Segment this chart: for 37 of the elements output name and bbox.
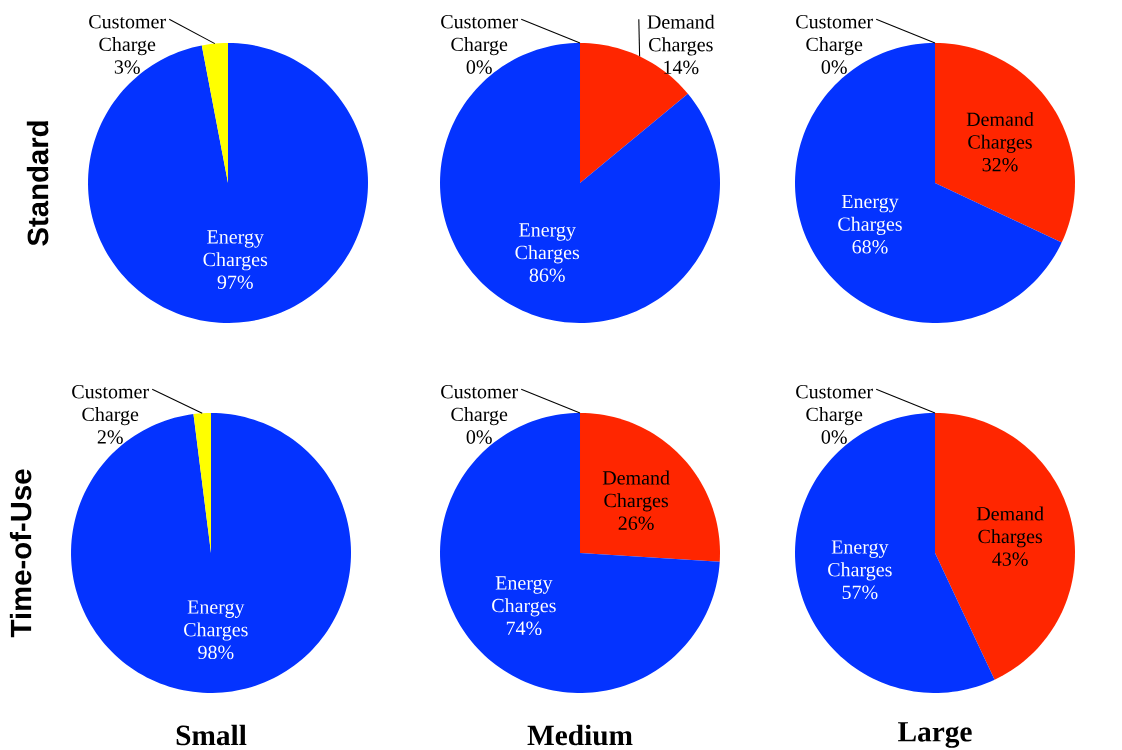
data-label: 43% <box>992 552 1028 566</box>
data-label: 14% <box>664 60 699 75</box>
data-label: 74% <box>506 621 542 636</box>
data-label: 32% <box>982 157 1018 172</box>
data-label: 57% <box>842 585 878 600</box>
data-label: 97% <box>217 275 253 289</box>
text: Standard <box>26 121 49 246</box>
slice-label: Demand Charges <box>647 14 715 56</box>
slice-label: Energy Charges <box>515 223 580 264</box>
legend-label: Customer Charge <box>441 384 518 426</box>
slice-label: Energy Charges <box>838 194 902 235</box>
text: Medium <box>527 724 633 746</box>
text: 0% <box>466 60 492 74</box>
slice-label: Demand Charges <box>976 506 1044 548</box>
slice-label: Customer Charge <box>89 14 166 56</box>
text: Time-of-Use <box>9 469 32 638</box>
data-label: 3% <box>114 60 140 74</box>
data-label: 2% <box>97 430 123 444</box>
slice-label: Customer Charge <box>72 384 149 426</box>
text: 0% <box>821 60 847 74</box>
text: 0% <box>821 430 847 444</box>
data-label: 98% <box>198 645 234 660</box>
slice-label: Energy Charges <box>203 230 268 271</box>
text: Small <box>176 724 247 746</box>
slice-label: Energy Charges <box>828 540 892 581</box>
legend-label: Customer Charge <box>796 14 873 56</box>
slice-label: Demand Charges <box>966 112 1034 153</box>
data-label: 86% <box>529 268 565 283</box>
slice-label: Energy Charges <box>492 576 556 617</box>
legend-label: Customer Charge <box>796 384 873 426</box>
slice-label: Demand Charges <box>602 470 670 512</box>
text: 0% <box>466 430 492 444</box>
legend-label: Customer Charge <box>441 14 518 56</box>
data-label: 26% <box>618 516 654 531</box>
slice-label: Energy Charges <box>184 600 248 641</box>
text: Large <box>898 722 972 748</box>
data-label: 68% <box>852 240 888 254</box>
